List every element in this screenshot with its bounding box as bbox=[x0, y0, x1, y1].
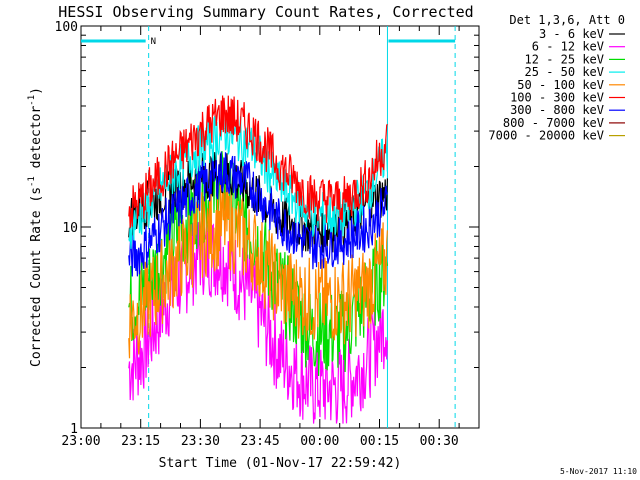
x-tick-label: 23:00 bbox=[61, 434, 100, 449]
x-tick-label: 23:30 bbox=[181, 434, 220, 449]
legend-label: 100 - 300 keV bbox=[510, 91, 604, 105]
chart-title: HESSI Observing Summary Count Rates, Cor… bbox=[58, 3, 473, 21]
y-axis-label-part: detector bbox=[29, 106, 44, 177]
x-axis-label: Start Time (01-Nov-17 22:59:42) bbox=[159, 456, 402, 471]
x-tick-label: 23:15 bbox=[121, 434, 160, 449]
legend-label: 7000 - 20000 keV bbox=[488, 129, 604, 143]
legend-label: 300 - 800 keV bbox=[510, 103, 604, 117]
legend-label: 6 - 12 keV bbox=[532, 40, 604, 54]
y-axis-label: Corrected Count Rate (s-1 detector-1) bbox=[27, 87, 44, 367]
series-line bbox=[128, 213, 388, 424]
series-line bbox=[128, 180, 388, 359]
series-layer bbox=[128, 95, 388, 424]
y-tick-label: 10 bbox=[62, 221, 78, 236]
date-stamp: 5-Nov-2017 11:10 bbox=[560, 467, 637, 476]
series-line bbox=[128, 95, 388, 229]
y-tick-label: 100 bbox=[55, 20, 78, 35]
series-line bbox=[128, 151, 388, 277]
x-axis: 23:00 23:15 23:30 23:45 00:00 00:15 00:30 bbox=[61, 26, 480, 449]
legend-label: 3 - 6 keV bbox=[539, 27, 604, 41]
y-axis-label-sup: -1 bbox=[27, 176, 37, 187]
x-tick-label: 00:15 bbox=[360, 434, 399, 449]
y-axis-label-part: Corrected Count Rate (s bbox=[29, 187, 44, 367]
x-tick-label: 00:00 bbox=[300, 434, 339, 449]
legend-label: 12 - 25 keV bbox=[525, 52, 604, 66]
legend-label: 25 - 50 keV bbox=[525, 65, 604, 79]
legend-label: 800 - 7000 keV bbox=[503, 116, 604, 130]
y-axis-label-part: ) bbox=[29, 87, 44, 95]
legend-label: 50 - 100 keV bbox=[517, 78, 604, 92]
y-tick-label: 1 bbox=[70, 422, 78, 437]
night-label: N bbox=[151, 37, 156, 47]
x-tick-label: 23:45 bbox=[241, 434, 280, 449]
x-tick-label: 00:30 bbox=[420, 434, 459, 449]
y-axis-label-sup: -1 bbox=[27, 95, 37, 106]
attenuator-bars: N bbox=[81, 37, 456, 47]
y-axis: 1 10 100 bbox=[55, 20, 479, 437]
legend-header: Det 1,3,6, Att 0 bbox=[509, 13, 625, 27]
